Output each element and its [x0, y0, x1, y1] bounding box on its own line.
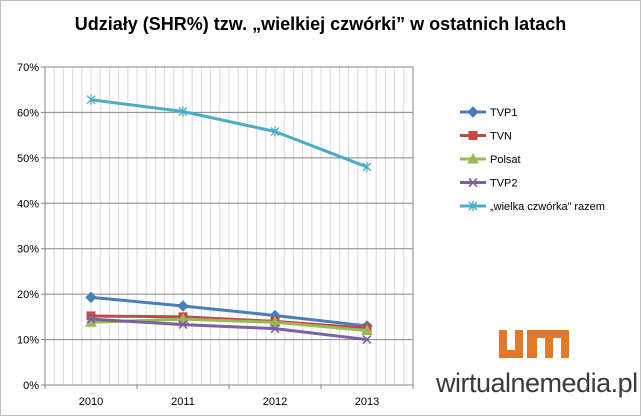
legend-marker	[467, 152, 479, 164]
x-tick-label: 2013	[355, 396, 379, 408]
series-4-point	[178, 320, 188, 330]
legend-marker	[468, 131, 478, 140]
series-1-point	[177, 300, 189, 312]
x-tick-label: 2012	[263, 396, 287, 408]
legend-label: Polsat	[490, 154, 521, 166]
legend: TVP1 TVN Polsat TVP2 „wielka czwórka” razem	[460, 106, 605, 213]
series-5-point	[178, 106, 188, 117]
legend-label: TVP1	[490, 107, 518, 119]
series-4-point	[362, 335, 372, 345]
axes: 0% 10% 20% 30% 40% 50% 60% 70% 2010 2011 2012 2013	[17, 62, 414, 408]
chart-title: Udziały (SHR%) tzw. „wielkiej czwórki” w…	[74, 14, 567, 34]
y-tick-label: 0%	[23, 380, 39, 392]
watermark-logo-icon	[499, 330, 569, 358]
watermark-text: wirtualnemedia.pl	[436, 368, 638, 398]
legend-label: TVN	[490, 131, 512, 143]
legend-marker	[467, 106, 479, 118]
series-4-line	[90, 317, 368, 342]
series-4-point	[86, 314, 96, 324]
series-1-point	[85, 291, 97, 304]
series-1-line	[90, 295, 368, 328]
series	[85, 94, 373, 345]
x-tick-label: 2011	[171, 396, 195, 408]
series-2-line	[90, 314, 368, 330]
y-tick-label: 70%	[17, 62, 39, 74]
series-3-point	[361, 324, 373, 335]
series-3-point	[269, 316, 281, 327]
y-tick-label: 50%	[17, 153, 39, 165]
y-tick-label: 30%	[17, 244, 39, 256]
series-5-point	[362, 161, 372, 172]
y-tick-label: 20%	[17, 289, 39, 301]
logo-shape-right	[527, 330, 569, 358]
x-tick-label: 2010	[79, 396, 103, 408]
series-4-point	[270, 324, 280, 334]
y-tick-label: 40%	[17, 198, 39, 210]
legend-label: TVP2	[490, 178, 518, 190]
legend-label: „wielka czwórka” razem	[490, 201, 605, 213]
y-tick-label: 60%	[17, 107, 39, 119]
legend-marker	[468, 201, 478, 211]
logo-shape-left	[499, 330, 523, 358]
legend-marker	[468, 177, 478, 188]
series-5-point	[270, 126, 280, 137]
series-5-point	[86, 94, 96, 105]
y-tick-label: 10%	[17, 335, 39, 347]
series-5-line	[90, 98, 368, 169]
